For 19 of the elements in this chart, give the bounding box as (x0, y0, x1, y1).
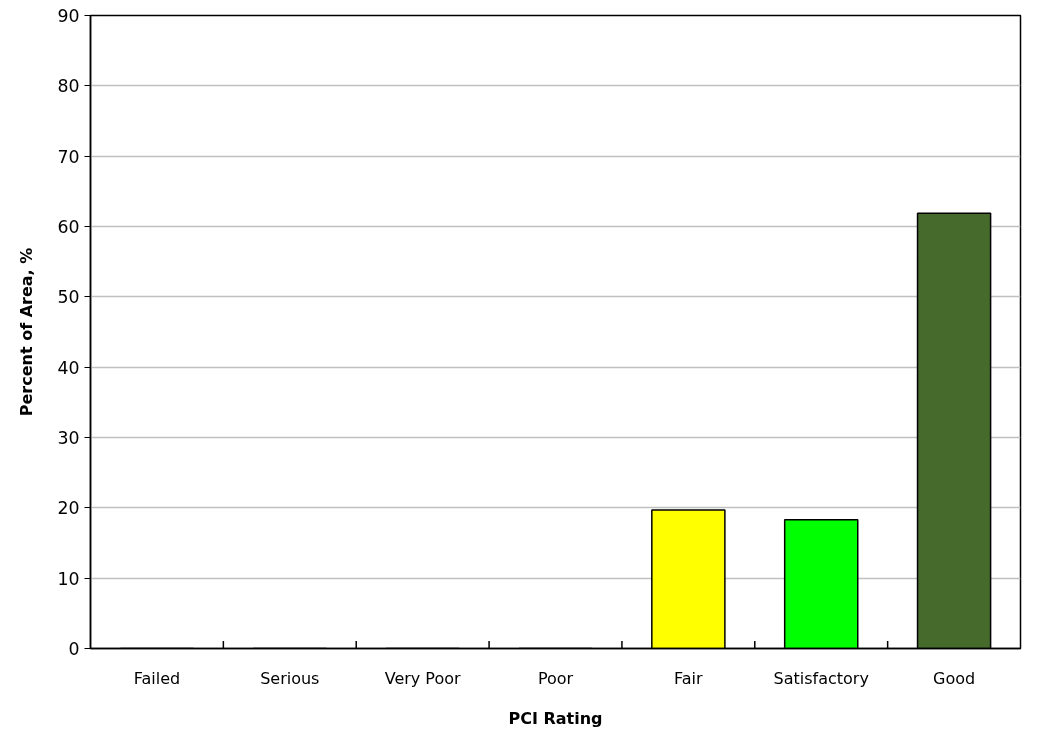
y-tick-label: 50 (57, 287, 80, 308)
y-tick-label: 60 (57, 217, 80, 237)
x-tick-label: Poor (537, 668, 574, 688)
y-axis-title: Percent of Area, % (17, 247, 37, 417)
y-tick-label: 10 (57, 568, 80, 589)
y-tick-label: 70 (57, 146, 80, 167)
y-tick-label: 30 (57, 428, 80, 448)
y-tick-label: 20 (57, 498, 80, 519)
x-tick-label: Very Poor (384, 668, 462, 688)
x-tick-label: Good (933, 668, 976, 688)
y-tick-label: 80 (57, 76, 80, 97)
x-tick-label: Fair (674, 668, 704, 688)
y-tick-label: 90 (57, 6, 80, 26)
x-tick-label: Serious (260, 668, 320, 688)
x-tick-label: Failed (133, 668, 181, 688)
y-tick-label: 40 (57, 357, 80, 378)
y-tick-label: 0 (68, 639, 80, 659)
x-tick-label: Satisfactory (773, 668, 869, 688)
x-axis-title: PCI Rating (508, 708, 603, 728)
